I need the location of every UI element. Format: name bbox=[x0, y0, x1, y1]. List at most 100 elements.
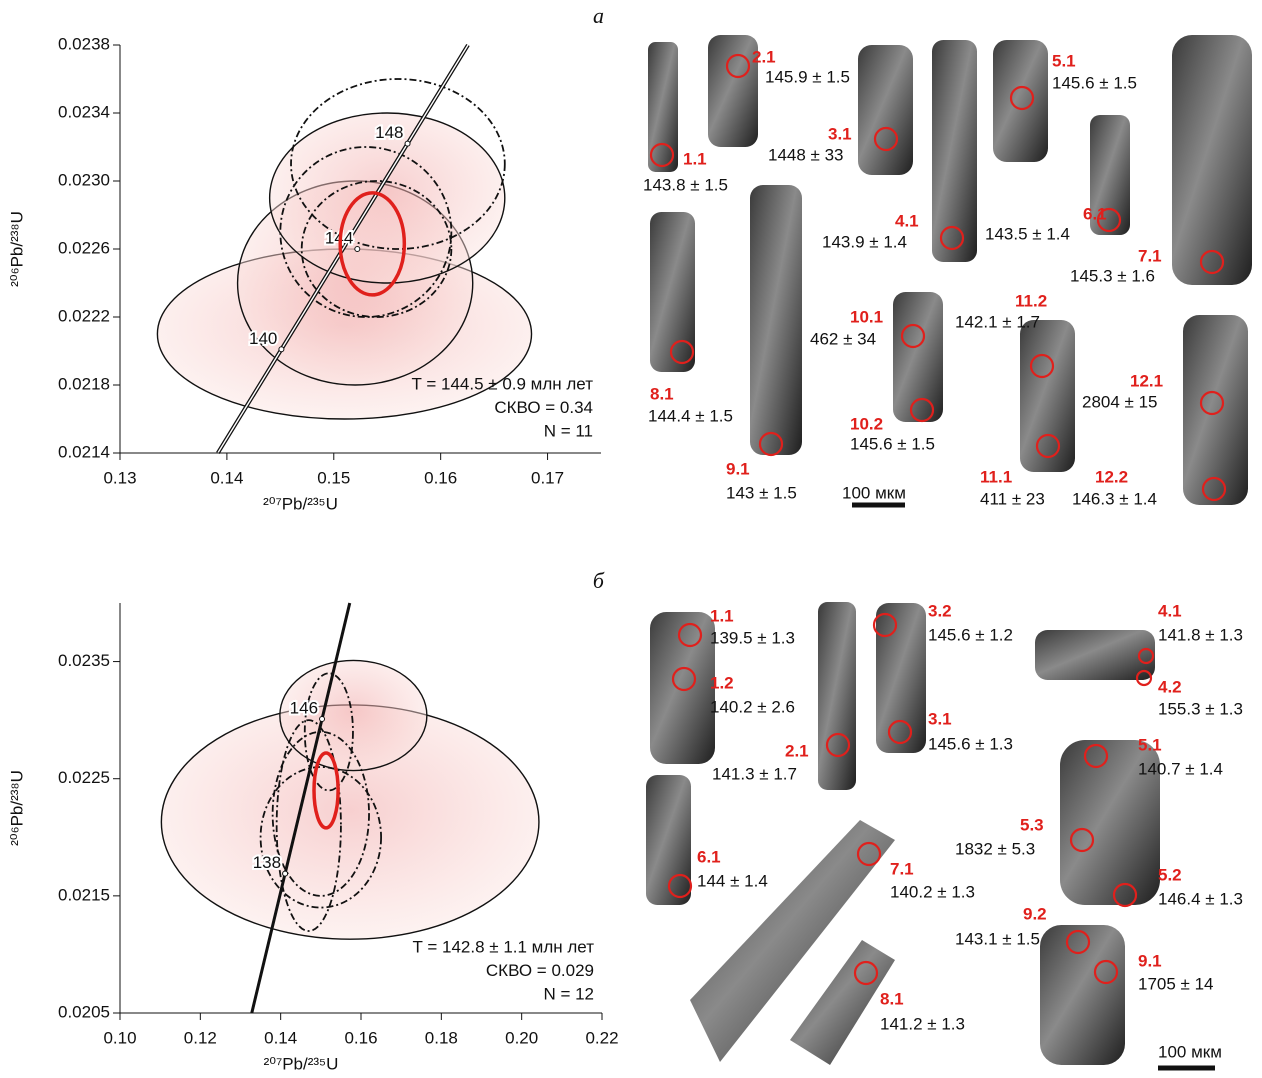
y-tick-label: 0.0218 bbox=[58, 374, 110, 393]
spot-id: 1.2 bbox=[710, 673, 734, 692]
zircon-grain bbox=[893, 292, 943, 422]
spot-age: 140.7 ± 1.4 bbox=[1138, 759, 1223, 778]
analysis-spot bbox=[825, 732, 851, 758]
zircon-grain bbox=[750, 185, 802, 455]
analysis-spot bbox=[649, 142, 675, 168]
spot-age: 145.9 ± 1.5 bbox=[765, 67, 850, 86]
error-ellipse bbox=[275, 719, 342, 932]
x-tick-label: 0.18 bbox=[425, 1028, 458, 1047]
y-tick-label: 0.0230 bbox=[58, 170, 110, 189]
x-axis-label: ²⁰⁷Pb/²³⁵U bbox=[264, 1054, 339, 1073]
error-ellipse bbox=[279, 146, 453, 318]
spot-age: 141.8 ± 1.3 bbox=[1158, 625, 1243, 644]
spot-id: 5.1 bbox=[1052, 51, 1076, 70]
error-ellipse bbox=[259, 766, 382, 909]
concordia-point bbox=[319, 715, 326, 722]
spot-id: 5.2 bbox=[1158, 865, 1182, 884]
spot-id: 8.1 bbox=[880, 989, 904, 1008]
analysis-spot bbox=[1199, 249, 1225, 275]
analysis-spot bbox=[1035, 433, 1061, 459]
spot-id: 9.1 bbox=[1138, 951, 1162, 970]
spot-age: 1705 ± 14 bbox=[1138, 974, 1214, 993]
zircon-grain bbox=[690, 820, 895, 1062]
concordia-age: 138 bbox=[253, 853, 281, 872]
y-tick-label: 0.0234 bbox=[58, 102, 110, 121]
concordia-curve-inner bbox=[217, 44, 469, 454]
analysis-spot bbox=[1096, 207, 1122, 233]
spot-age: 145.6 ± 1.5 bbox=[1052, 73, 1137, 92]
spot-id: 9.2 bbox=[1023, 904, 1047, 923]
x-tick-label: 0.22 bbox=[585, 1028, 618, 1047]
analysis-spot bbox=[671, 666, 697, 692]
concordia-point bbox=[282, 870, 289, 877]
spot-age: 143.8 ± 1.5 bbox=[643, 175, 728, 194]
analysis-spot bbox=[1093, 959, 1119, 985]
spot-id: 4.1 bbox=[1158, 601, 1182, 620]
zircon-grain bbox=[650, 212, 695, 372]
spot-id: 1.1 bbox=[683, 149, 707, 168]
spot-id: 5.1 bbox=[1138, 735, 1162, 754]
panel-letter: б bbox=[593, 568, 605, 593]
error-ellipse bbox=[271, 730, 370, 897]
spot-age: 146.4 ± 1.3 bbox=[1158, 889, 1243, 908]
analysis-spot bbox=[667, 873, 693, 899]
concordia-chart: 1401441480.02140.02180.02220.02260.02300… bbox=[7, 34, 601, 513]
spot-age: 1832 ± 5.3 bbox=[955, 839, 1035, 858]
y-tick-label: 0.0205 bbox=[58, 1002, 110, 1021]
x-axis-label: ²⁰⁷Pb/²³⁵U bbox=[263, 494, 338, 513]
spot-id: 11.1 bbox=[980, 467, 1012, 486]
concordia-age: 140 bbox=[249, 329, 277, 348]
analysis-spot bbox=[1065, 929, 1091, 955]
zircon-grain bbox=[1040, 925, 1125, 1065]
analysis-spot bbox=[1029, 353, 1055, 379]
error-ellipse bbox=[303, 672, 354, 792]
analysis-spot bbox=[1199, 390, 1225, 416]
spot-id: 12.2 bbox=[1095, 467, 1128, 486]
x-tick-label: 0.16 bbox=[424, 468, 457, 487]
zircon-grain bbox=[818, 602, 856, 790]
zircon-grain bbox=[650, 612, 715, 764]
zircon-grain bbox=[1183, 315, 1248, 505]
zircon-grain bbox=[993, 40, 1048, 162]
spot-age: 145.6 ± 1.2 bbox=[928, 625, 1013, 644]
zircon-grain bbox=[1020, 320, 1075, 472]
y-tick-label: 0.0215 bbox=[58, 885, 110, 904]
mean-ellipse bbox=[312, 751, 340, 830]
analysis-spot bbox=[1137, 647, 1155, 665]
scale-label: 100 мкм bbox=[1158, 1042, 1222, 1061]
zircon-grain bbox=[858, 45, 913, 175]
spot-age: 143.1 ± 1.5 bbox=[955, 929, 1040, 948]
zircon-grain bbox=[646, 775, 691, 905]
annotation: СКВО = 0.34 bbox=[494, 398, 593, 417]
spot-age: 140.2 ± 2.6 bbox=[710, 697, 795, 716]
y-tick-label: 0.0225 bbox=[58, 768, 110, 787]
spot-id: 6.1 bbox=[697, 847, 721, 866]
spot-age: 145.3 ± 1.6 bbox=[1070, 266, 1155, 285]
concordia-curve bbox=[250, 602, 352, 1014]
y-axis-label: ²⁰⁶Pb/²³⁸U bbox=[7, 770, 26, 846]
spot-id: 2.1 bbox=[752, 47, 776, 66]
spot-id: 5.3 bbox=[1020, 815, 1044, 834]
spot-id: 10.1 bbox=[850, 307, 883, 326]
y-tick-label: 0.0226 bbox=[58, 238, 110, 257]
analysis-spot bbox=[873, 126, 899, 152]
x-tick-label: 0.17 bbox=[531, 468, 564, 487]
error-ellipse bbox=[300, 180, 453, 318]
spot-age: 141.3 ± 1.7 bbox=[712, 764, 797, 783]
x-tick-label: 0.10 bbox=[103, 1028, 136, 1047]
spot-id: 8.1 bbox=[650, 384, 674, 403]
analysis-spot bbox=[872, 612, 898, 638]
spot-id: 3.1 bbox=[928, 709, 952, 728]
spot-id: 6.1 bbox=[1083, 204, 1107, 223]
spot-id: 10.2 bbox=[850, 414, 883, 433]
error-ellipse bbox=[290, 78, 506, 250]
spot-id: 4.2 bbox=[1158, 677, 1182, 696]
panel-letter: а bbox=[593, 3, 604, 28]
spot-age: 143.9 ± 1.4 bbox=[822, 232, 907, 251]
zircon-grain bbox=[1172, 35, 1252, 285]
spot-id: 9.1 bbox=[726, 459, 750, 478]
analysis-spot bbox=[1112, 882, 1138, 908]
y-axis-label: ²⁰⁶Pb/²³⁸U bbox=[7, 211, 26, 287]
x-tick-label: 0.14 bbox=[210, 468, 243, 487]
analysis-spot bbox=[1083, 743, 1109, 769]
